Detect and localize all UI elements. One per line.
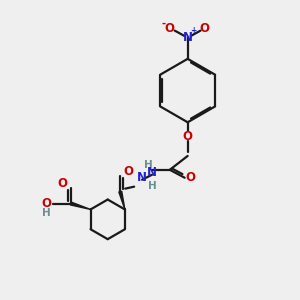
Text: O: O xyxy=(200,22,209,34)
Text: O: O xyxy=(183,130,193,142)
Text: +: + xyxy=(190,26,197,34)
Text: H: H xyxy=(148,181,156,191)
Text: N: N xyxy=(183,31,193,44)
Text: O: O xyxy=(186,171,196,184)
Text: H: H xyxy=(42,208,50,218)
Polygon shape xyxy=(70,202,91,209)
Polygon shape xyxy=(119,191,125,209)
Text: N: N xyxy=(137,171,147,184)
Text: O: O xyxy=(41,197,51,210)
Text: N: N xyxy=(147,166,157,179)
Text: O: O xyxy=(58,177,68,190)
Text: O: O xyxy=(165,22,175,34)
Text: -: - xyxy=(162,19,166,29)
Text: H: H xyxy=(144,160,152,170)
Text: O: O xyxy=(123,165,133,178)
